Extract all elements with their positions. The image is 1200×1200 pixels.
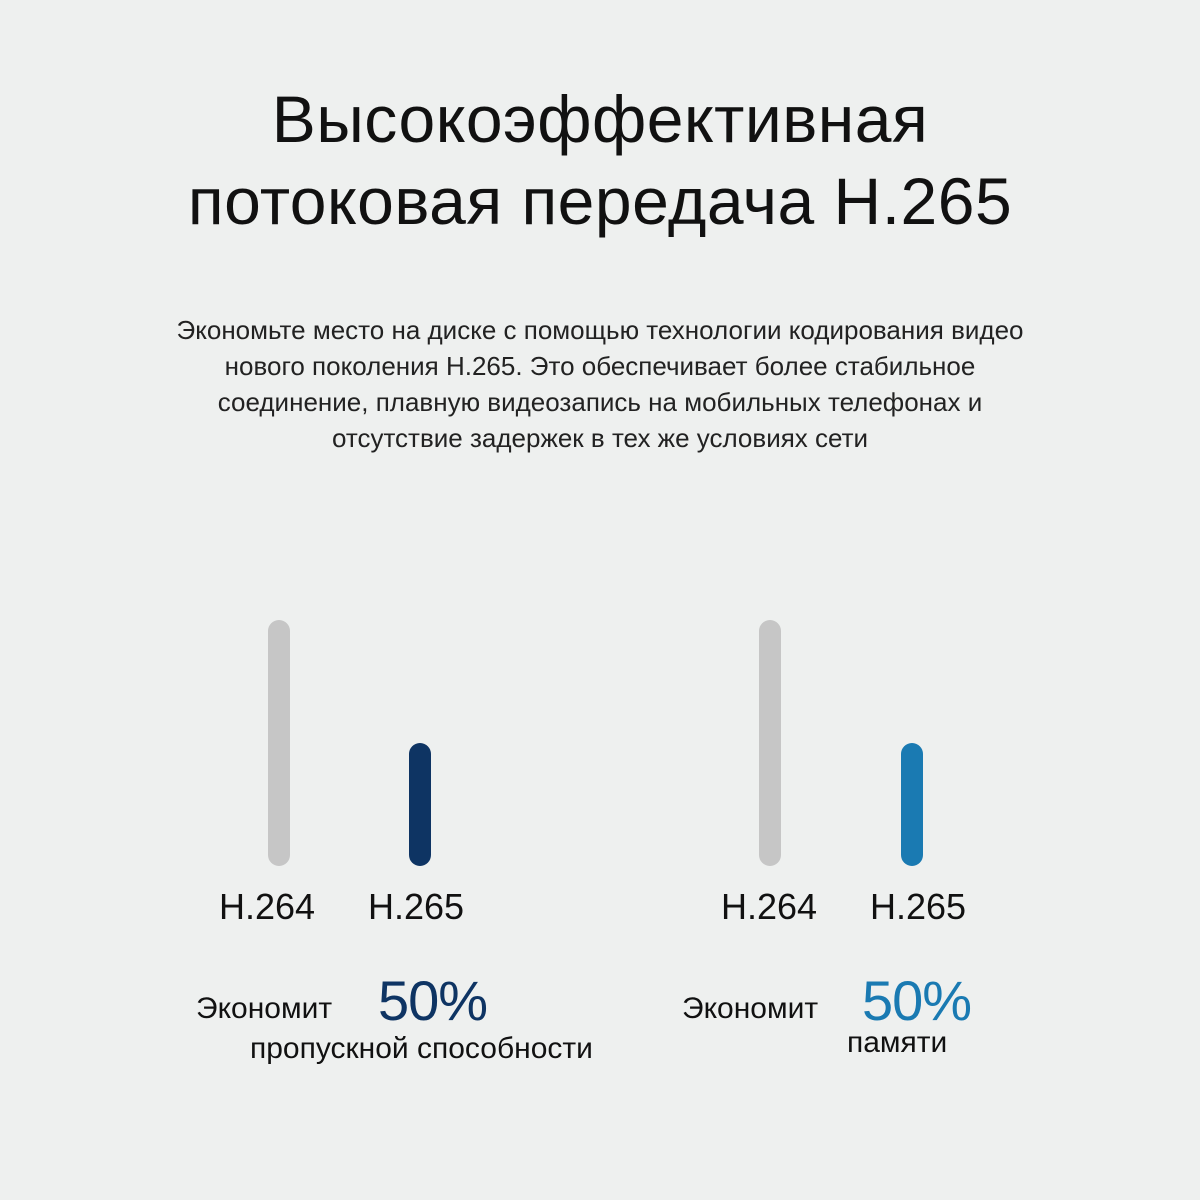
bar-h264 [268,620,290,866]
caption-bandwidth: пропускной способности [250,1032,593,1065]
x-tick-label-h264: H.264 [720,886,818,927]
description-line: соединение, плавную видеозапись на мобил… [217,387,983,417]
x-tick-label-h265: H.265 [869,886,967,927]
bar-h265 [409,743,431,866]
page-title: Высокоэффективная потоковая передача H.2… [0,78,1200,242]
bar-h265 [901,743,923,866]
saves-label: Экономит [196,992,333,1025]
saves-label: Экономит [682,992,819,1025]
x-tick-label-h265: H.265 [367,886,465,927]
x-tick-label-h264: H.264 [218,886,316,927]
bar-h264 [759,620,781,866]
description: Экономьте место на диске с помощью техно… [60,312,1140,456]
percent-value: 50% [862,969,972,1032]
description-line: отсутствие задержек в тех же условиях се… [331,423,869,453]
percent-value: 50% [378,969,488,1032]
title-line-1: Высокоэффективная [271,82,929,156]
caption-memory: памяти [847,1026,948,1059]
title-line-2: потоковая передача H.265 [187,164,1013,238]
description-line: нового поколения H.265. Это обеспечивает… [224,351,976,381]
description-line: Экономьте место на диске с помощью техно… [176,315,1024,345]
